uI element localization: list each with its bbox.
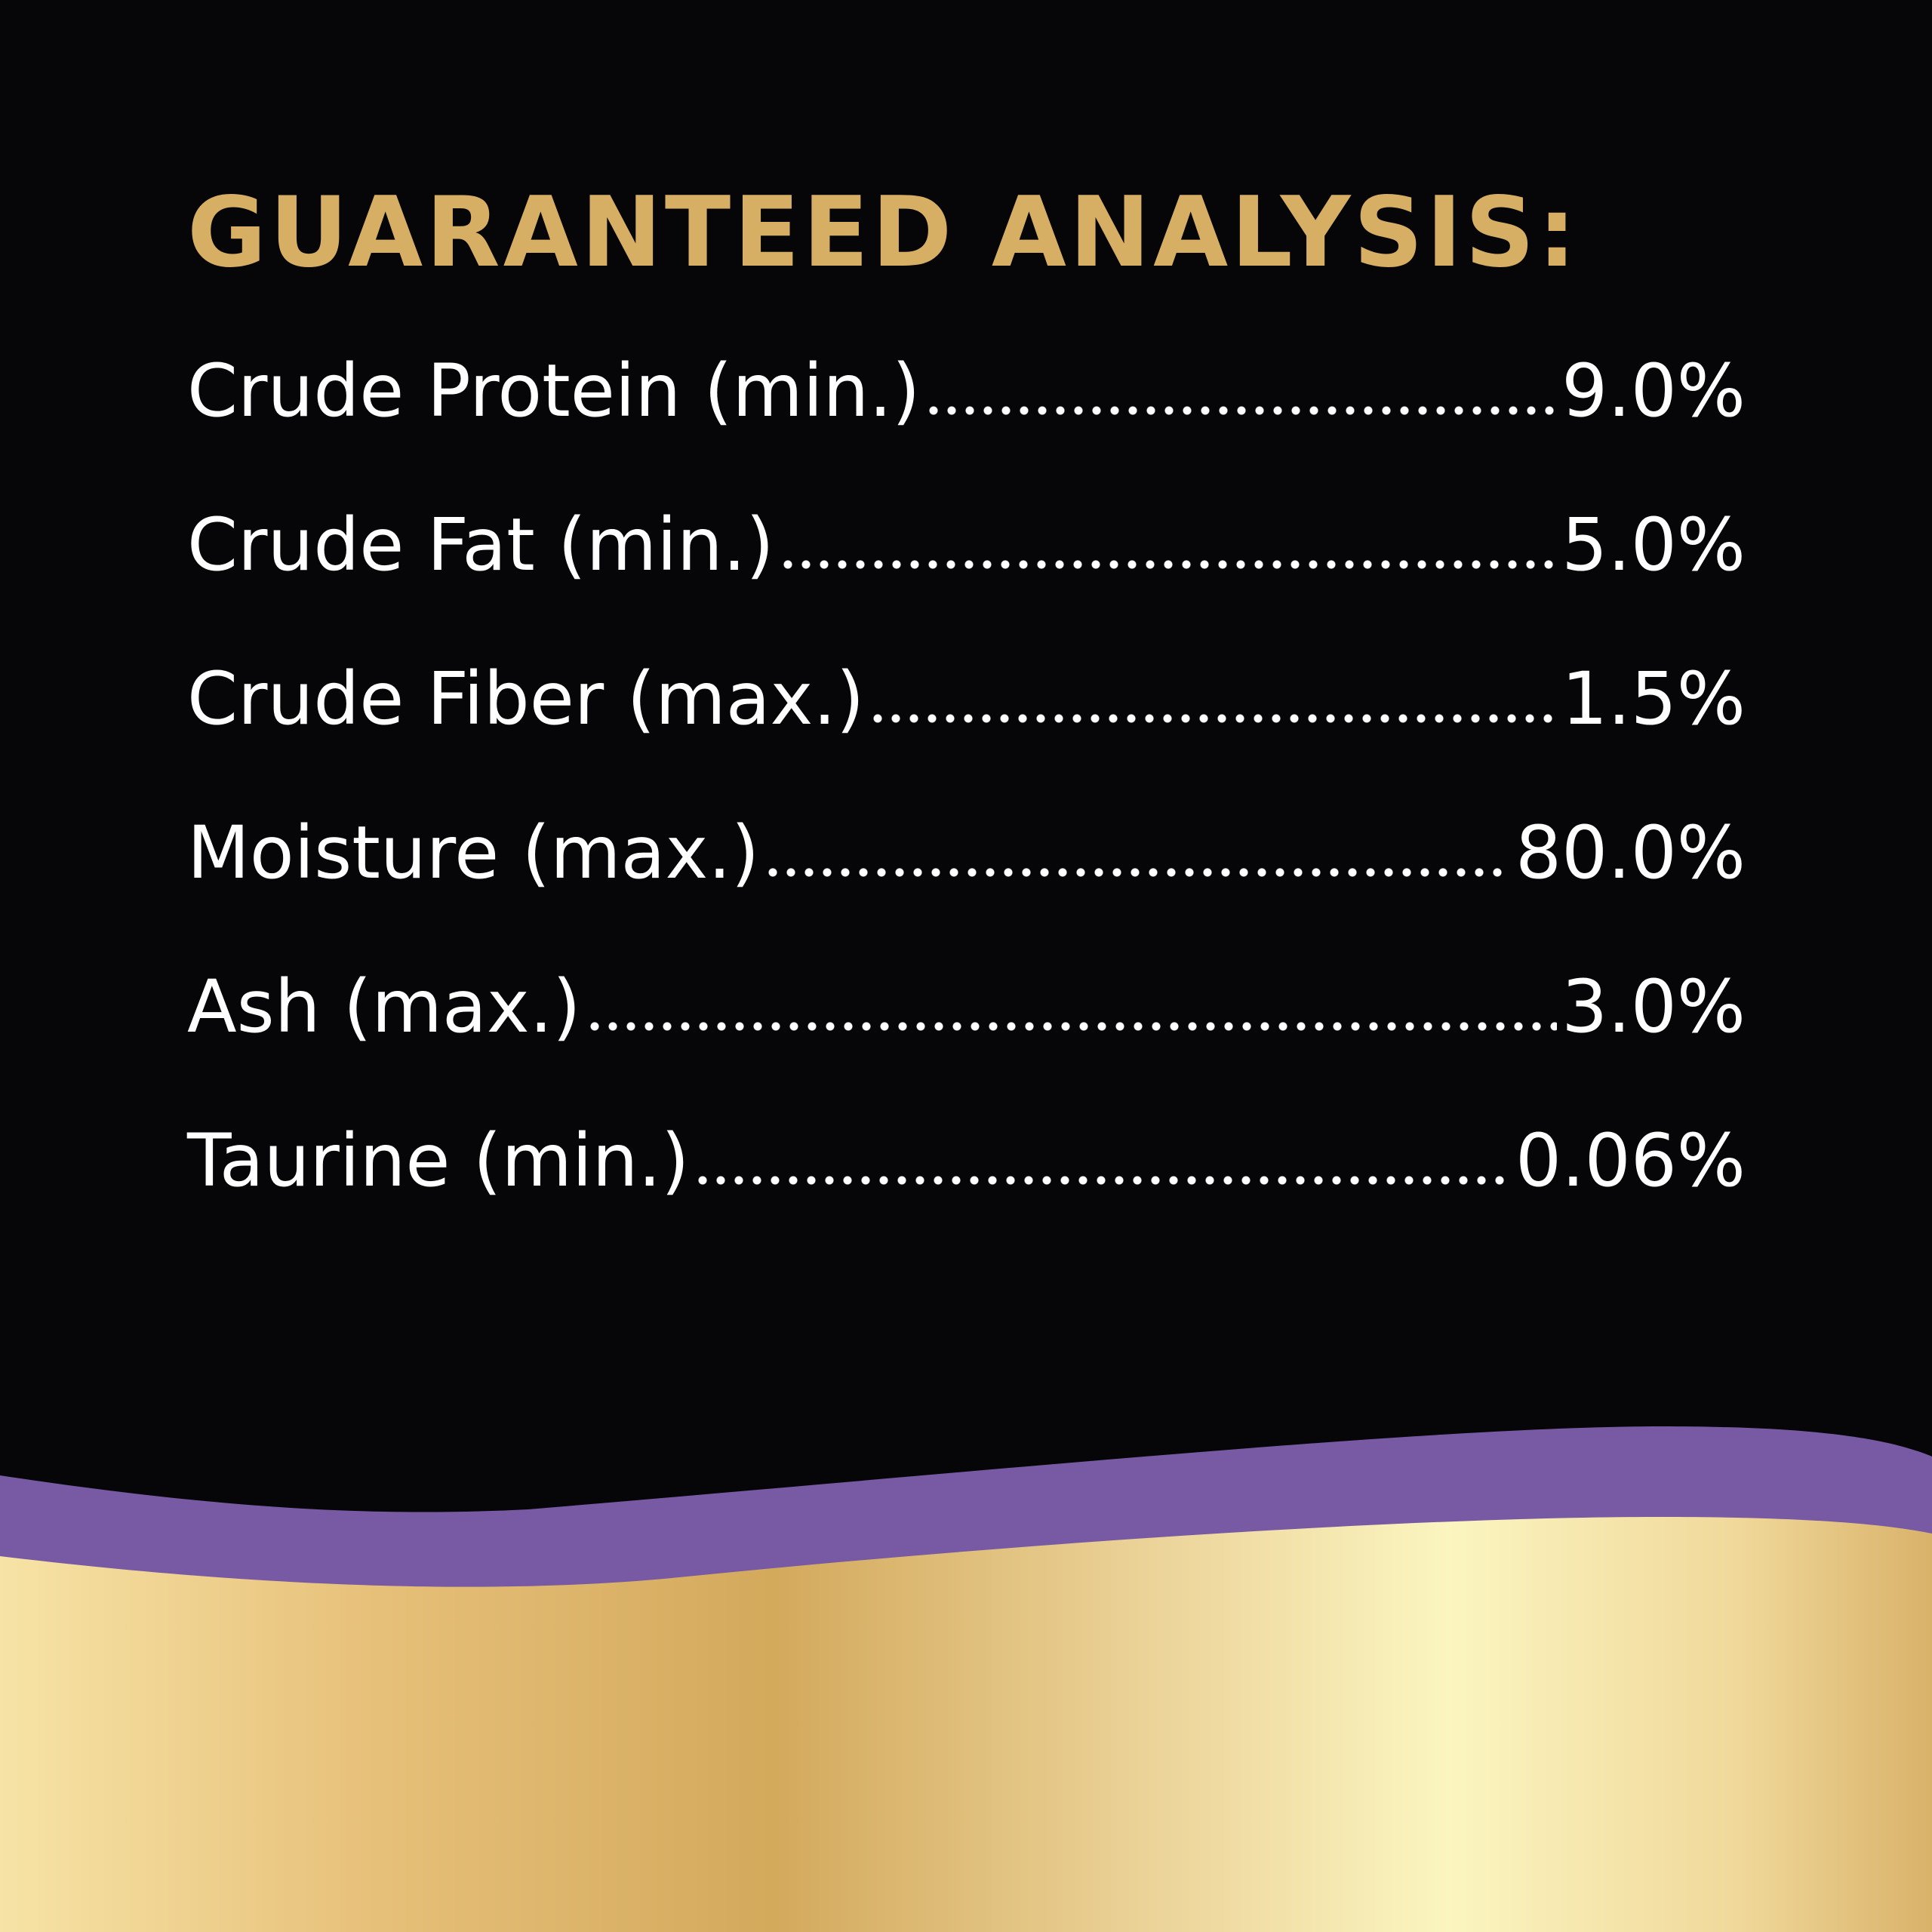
nutrient-value: 0.06% [1515,1118,1746,1203]
analysis-row: Ash (max.) 3.0% [187,971,1746,1124]
title: GUARANTEED ANALYSIS: [187,177,1580,289]
nutrient-value: 5.0% [1561,503,1746,587]
nutrient-label: Crude Protein (min.) [187,349,921,433]
nutrient-label: Ash (max.) [187,964,581,1049]
dot-leader [924,405,1558,416]
dot-leader [694,1175,1512,1186]
nutrient-label: Crude Fat (min.) [187,503,774,587]
nutrient-value: 3.0% [1561,964,1746,1049]
nutrient-value: 1.5% [1561,657,1746,741]
analysis-row: Crude Protein (min.) 9.0% [187,355,1746,509]
nutrient-label: Taurine (min.) [187,1118,690,1203]
analysis-row: Crude Fat (min.) 5.0% [187,509,1746,663]
dot-leader [764,867,1512,878]
nutrient-label: Crude Fiber (max.) [187,657,865,741]
nutrient-label: Moisture (max.) [187,811,760,895]
analysis-table: Crude Protein (min.) 9.0% Crude Fat (min.)… [187,355,1746,1278]
nutrient-value: 9.0% [1561,349,1746,433]
dot-leader [585,1021,1558,1032]
analysis-row: Crude Fiber (max.) 1.5% [187,663,1746,817]
analysis-row: Moisture (max.) 80.0% [187,817,1746,971]
nutrient-value: 80.0% [1515,811,1746,895]
analysis-row: Taurine (min.) 0.06% [187,1124,1746,1278]
dot-leader [869,713,1558,724]
dot-leader [778,559,1558,570]
